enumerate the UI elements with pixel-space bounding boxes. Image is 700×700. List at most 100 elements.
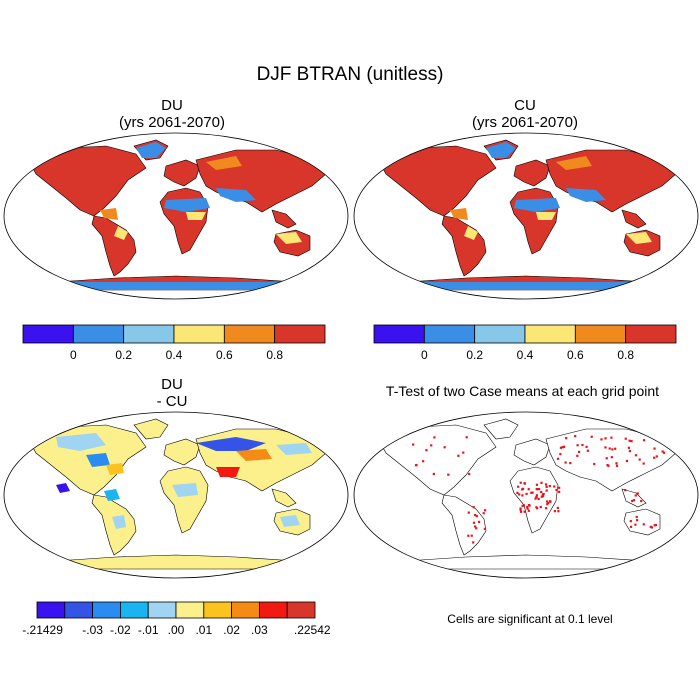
colorbar-diff-label: .00 bbox=[168, 623, 185, 637]
panel-du-title-line1: DU bbox=[161, 97, 183, 114]
significant-cell bbox=[569, 461, 572, 465]
colorbar-diff-swatch bbox=[258, 601, 288, 619]
significant-cell bbox=[522, 504, 525, 507]
colorbar-diff-swatch bbox=[92, 601, 121, 619]
significant-cell bbox=[636, 519, 639, 522]
significant-cell bbox=[535, 487, 538, 491]
significant-cell bbox=[415, 463, 418, 467]
colorbar-cu-swatch bbox=[524, 324, 576, 344]
significant-cell bbox=[548, 484, 551, 488]
significant-cell bbox=[564, 461, 567, 464]
significant-cell bbox=[642, 523, 645, 526]
significant-cell bbox=[642, 439, 646, 442]
significant-cell bbox=[526, 505, 529, 509]
significant-cell bbox=[553, 485, 556, 488]
significant-cell bbox=[519, 481, 522, 484]
panel-diff-title-line1: DU bbox=[161, 376, 183, 393]
difference-regions bbox=[56, 433, 312, 529]
colorbar-diff-label: -.03 bbox=[82, 623, 103, 637]
significant-cell bbox=[443, 446, 446, 449]
significant-cell bbox=[521, 487, 525, 490]
significant-cell bbox=[634, 523, 637, 526]
significant-cell bbox=[536, 507, 539, 510]
significant-cell bbox=[563, 445, 566, 448]
significant-cell bbox=[634, 454, 638, 457]
significant-cell bbox=[535, 483, 539, 486]
significant-cell bbox=[545, 489, 548, 492]
significant-cell bbox=[624, 437, 627, 440]
significant-cells bbox=[412, 435, 666, 544]
significant-cell bbox=[534, 497, 537, 500]
significant-cell bbox=[483, 527, 487, 530]
significant-cell bbox=[640, 499, 643, 503]
significant-cell bbox=[432, 472, 435, 476]
significant-cell bbox=[576, 454, 579, 457]
significant-cell bbox=[467, 511, 470, 514]
colorbar-du-swatch bbox=[22, 324, 74, 344]
colorbar-cu-label: 0.8 bbox=[617, 348, 634, 362]
significant-cell bbox=[537, 488, 541, 491]
significant-cell bbox=[536, 488, 539, 491]
significant-cell bbox=[517, 485, 520, 488]
significant-cell bbox=[600, 438, 603, 441]
significant-cell bbox=[654, 523, 658, 527]
significant-cell bbox=[430, 444, 433, 447]
significant-cell bbox=[523, 482, 526, 485]
colorbar-du-label: 0 bbox=[70, 348, 77, 362]
figure-title: DJF BTRAN (unitless) bbox=[256, 64, 444, 85]
significant-cell bbox=[523, 510, 526, 513]
significant-cell bbox=[474, 525, 477, 528]
significant-cell bbox=[611, 448, 614, 451]
significant-cell bbox=[527, 503, 531, 507]
significant-cell bbox=[653, 456, 656, 459]
significant-cell bbox=[625, 459, 629, 463]
colorbar-du: 0 0.2 0.4 0.6 0.8 bbox=[22, 324, 326, 362]
significant-cell bbox=[574, 435, 577, 438]
significant-cell bbox=[638, 458, 641, 461]
colorbar-diff-swatch bbox=[203, 601, 233, 619]
colorbar-cu-swatch bbox=[625, 324, 677, 344]
significant-cell bbox=[482, 512, 485, 515]
colorbar-cu: 0 0.2 0.4 0.6 0.8 bbox=[373, 324, 677, 362]
colorbar-diff-swatch bbox=[231, 601, 260, 619]
significant-cell bbox=[628, 449, 632, 453]
significant-cell bbox=[472, 521, 476, 524]
significance-note: Cells are significant at 0.1 level bbox=[447, 612, 613, 626]
colorbar-cu-label: 0.6 bbox=[567, 348, 584, 362]
significant-cell bbox=[412, 443, 415, 446]
significant-cell bbox=[593, 462, 596, 466]
low-btran-regions-du bbox=[36, 142, 316, 290]
significant-cell bbox=[604, 437, 607, 440]
colorbar-diff-label: -.01 bbox=[138, 623, 159, 637]
significant-cell bbox=[540, 481, 543, 484]
colorbar-du-swatch bbox=[274, 324, 326, 344]
significant-cell bbox=[628, 439, 631, 442]
low-btran-regions-cu bbox=[386, 142, 666, 290]
significant-cell bbox=[475, 515, 478, 518]
map-border-diff bbox=[3, 411, 349, 579]
colorbar-diff-label: .03 bbox=[251, 623, 268, 637]
colorbar-du-label: 0.2 bbox=[115, 348, 132, 362]
significant-cell bbox=[610, 436, 613, 439]
map-border-cu bbox=[353, 132, 699, 300]
significant-cell bbox=[545, 500, 549, 503]
significant-cell bbox=[605, 457, 608, 460]
significant-cell bbox=[526, 507, 529, 510]
colorbar-diff-label: .22542 bbox=[294, 623, 331, 637]
significant-cell bbox=[519, 507, 522, 510]
significant-cell bbox=[631, 499, 634, 503]
significant-cell bbox=[425, 449, 428, 452]
colorbar-cu-swatch bbox=[423, 324, 476, 344]
colorbar-diff-label: .02 bbox=[223, 623, 240, 637]
significant-cell bbox=[539, 505, 542, 509]
colorbar-du-label: 0.8 bbox=[266, 348, 283, 362]
significant-cell bbox=[634, 494, 637, 497]
panel-cu-title-line2: (yrs 2061-2070) bbox=[472, 114, 578, 131]
significant-cell bbox=[548, 500, 552, 503]
significant-cell bbox=[518, 493, 521, 496]
significant-cell bbox=[561, 446, 564, 449]
significant-cell bbox=[655, 455, 658, 458]
significant-cell bbox=[556, 506, 559, 510]
significant-cell bbox=[604, 446, 607, 449]
significant-cell bbox=[663, 451, 666, 454]
